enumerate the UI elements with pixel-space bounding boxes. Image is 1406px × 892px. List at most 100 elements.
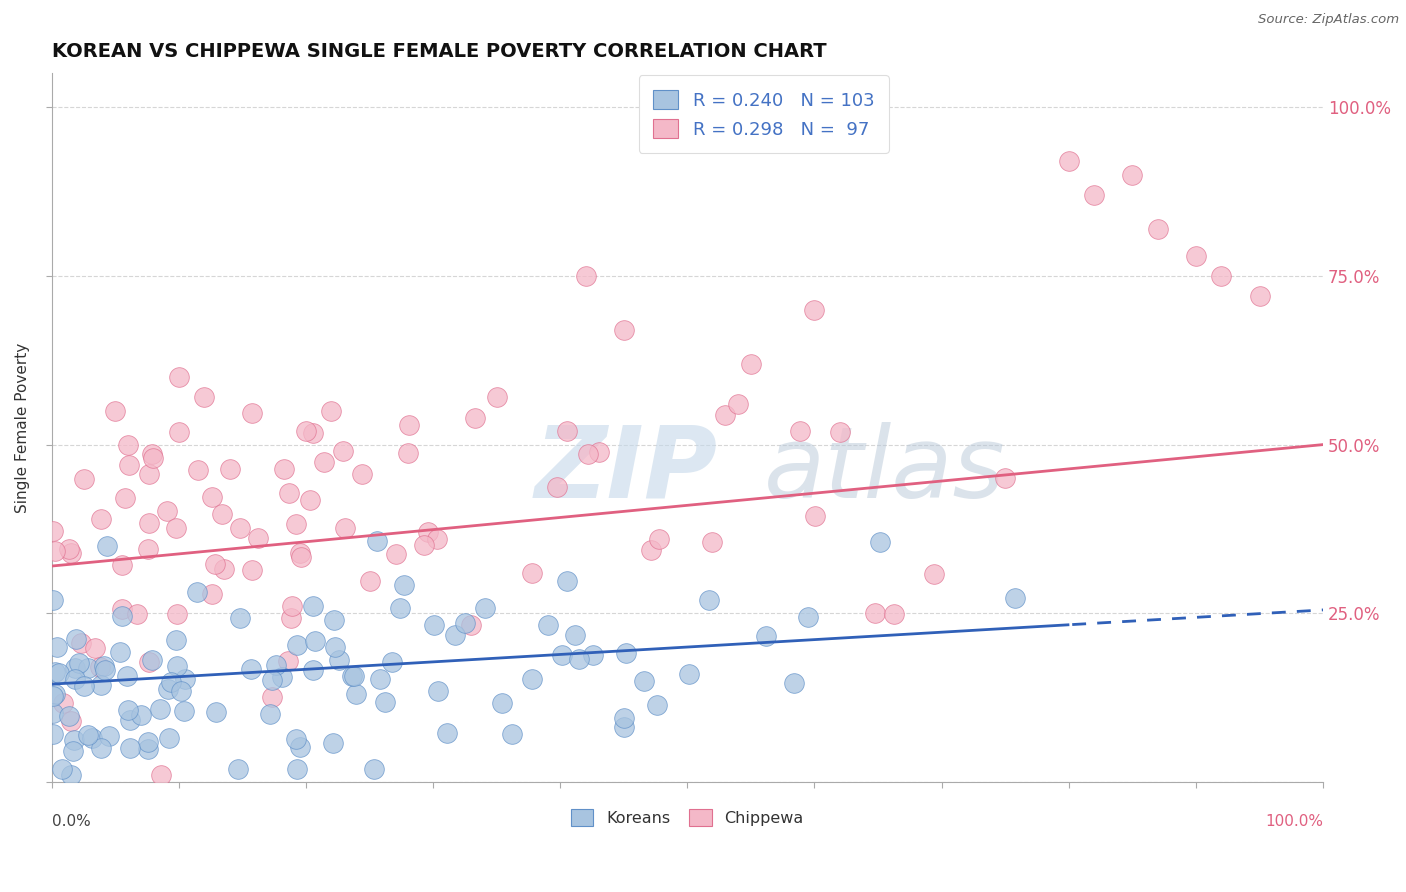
Point	[613, 323, 636, 337]
Point	[290, 546, 312, 560]
Point	[389, 601, 412, 615]
Point	[789, 424, 811, 438]
Point	[322, 736, 344, 750]
Point	[697, 592, 720, 607]
Point	[418, 524, 440, 539]
Point	[59, 546, 82, 560]
Point	[51, 696, 73, 710]
Point	[865, 606, 887, 620]
Point	[111, 558, 134, 573]
Point	[588, 444, 610, 458]
Point	[520, 672, 543, 686]
Point	[381, 656, 404, 670]
Point	[149, 768, 172, 782]
Text: ZIP: ZIP	[534, 422, 717, 519]
Text: Source: ZipAtlas.com: Source: ZipAtlas.com	[1258, 13, 1399, 27]
Point	[174, 672, 197, 686]
Point	[285, 762, 308, 776]
Point	[228, 611, 250, 625]
Point	[869, 535, 891, 549]
Text: 0.0%: 0.0%	[52, 814, 90, 829]
Point	[136, 735, 159, 749]
Point	[44, 544, 66, 558]
Point	[290, 550, 312, 565]
Point	[167, 425, 190, 439]
Point	[58, 708, 80, 723]
Point	[58, 541, 80, 556]
Point	[633, 673, 655, 688]
Point	[491, 696, 513, 710]
Point	[613, 711, 636, 725]
Point	[460, 618, 482, 632]
Point	[42, 690, 65, 704]
Point	[96, 539, 118, 553]
Point	[97, 729, 120, 743]
Point	[645, 698, 668, 712]
Point	[322, 613, 344, 627]
Point	[271, 670, 294, 684]
Point	[281, 599, 304, 614]
Point	[363, 762, 385, 776]
Point	[82, 731, 104, 746]
Point	[157, 681, 180, 696]
Point	[83, 640, 105, 655]
Point	[260, 673, 283, 687]
Point	[108, 645, 131, 659]
Point	[115, 669, 138, 683]
Point	[205, 705, 228, 719]
Point	[201, 587, 224, 601]
Point	[127, 607, 149, 621]
Text: KOREAN VS CHIPPEWA SINGLE FEMALE POVERTY CORRELATION CHART: KOREAN VS CHIPPEWA SINGLE FEMALE POVERTY…	[52, 42, 827, 61]
Point	[444, 628, 467, 642]
Point	[90, 678, 112, 692]
Point	[1004, 591, 1026, 606]
Point	[117, 437, 139, 451]
Point	[142, 451, 165, 466]
Point	[136, 742, 159, 756]
Point	[170, 684, 193, 698]
Point	[93, 658, 115, 673]
Point	[212, 562, 235, 576]
Text: atlas: atlas	[763, 422, 1005, 519]
Point	[266, 658, 288, 673]
Point	[165, 521, 187, 535]
Point	[398, 417, 420, 432]
Point	[301, 663, 323, 677]
Point	[240, 563, 263, 577]
Point	[436, 726, 458, 740]
Point	[1249, 289, 1271, 303]
Point	[285, 638, 308, 652]
Point	[366, 533, 388, 548]
Point	[614, 647, 637, 661]
Point	[1211, 268, 1233, 283]
Point	[648, 533, 671, 547]
Point	[555, 574, 578, 589]
Point	[568, 652, 591, 666]
Point	[332, 444, 354, 458]
Point	[120, 714, 142, 728]
Point	[385, 547, 408, 561]
Point	[551, 648, 574, 662]
Point	[229, 520, 252, 534]
Point	[63, 673, 86, 687]
Point	[359, 574, 381, 588]
Point	[727, 397, 749, 411]
Point	[922, 567, 945, 582]
Point	[104, 404, 127, 418]
Point	[44, 687, 66, 701]
Point	[186, 584, 208, 599]
Point	[246, 531, 269, 545]
Point	[702, 535, 724, 549]
Point	[1057, 154, 1080, 169]
Point	[166, 658, 188, 673]
Point	[62, 744, 84, 758]
Point	[273, 462, 295, 476]
Point	[156, 504, 179, 518]
Point	[239, 662, 262, 676]
Point	[218, 462, 240, 476]
Point	[520, 566, 543, 580]
Point	[755, 629, 778, 643]
Point	[149, 702, 172, 716]
Point	[69, 636, 91, 650]
Point	[59, 768, 82, 782]
